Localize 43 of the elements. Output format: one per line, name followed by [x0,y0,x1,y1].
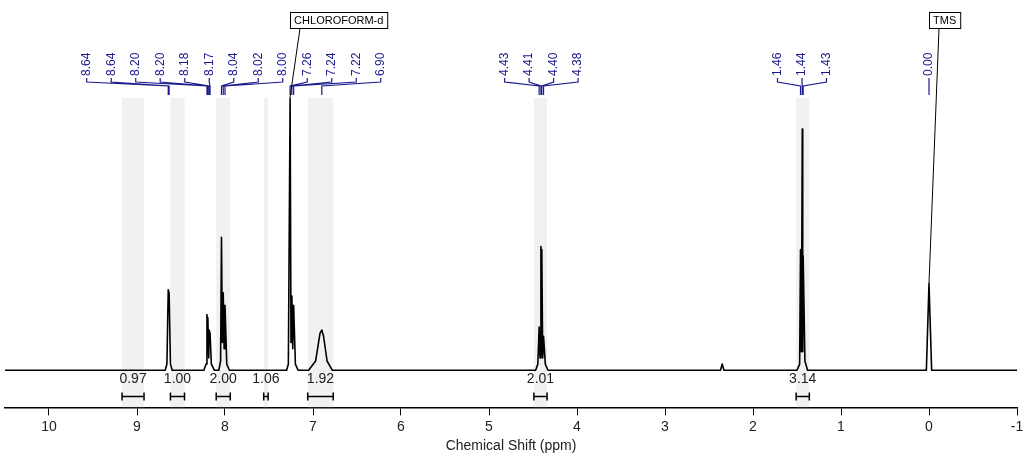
annotation: 4.40 [545,52,560,76]
band-label: 3.14 [789,370,817,387]
annotation: 6.90 [373,52,388,76]
annotation: 4.43 [496,52,511,76]
annotation: 1.44 [794,52,809,76]
x-tick-label: 2 [749,417,758,434]
annotation: 4.38 [570,52,585,76]
annotation: 8.17 [201,52,216,76]
annotation: 8.04 [226,52,241,76]
annotation: 8.02 [250,52,265,76]
annotation: 8.00 [275,52,290,76]
annotation: TMS [933,14,957,27]
band-label: 2.01 [526,370,555,387]
x-tick-label: 3 [661,417,670,434]
x-tick-label: 9 [133,417,142,434]
x-tick-label: 6 [397,417,406,434]
x-tick-label: 10 [41,417,57,434]
x-tick-label: 1 [837,417,846,434]
annotation: 1.43 [818,52,833,76]
x-tick-label: -1 [1010,417,1024,434]
annotation: 7.24 [324,52,339,76]
annotation: 0.00 [921,52,936,76]
x-tick-label: 0 [925,417,934,434]
x-tick-label: 7 [309,417,318,434]
annotation: CHLOROFORM-d [294,14,384,27]
annotation: 8.64 [103,52,118,76]
x-axis-title: Chemical Shift (ppm) [445,437,577,454]
annotation: 8.18 [177,52,192,76]
annotation: 8.20 [128,52,143,76]
annotation: 7.22 [348,52,363,76]
band-label: 1.00 [163,370,192,387]
x-tick-label: 5 [485,417,494,434]
band-label: 1.92 [306,370,335,387]
x-tick-label: 4 [573,417,582,434]
band-label: 1.06 [252,370,280,387]
annotation: 1.46 [769,52,784,76]
annotation: 7.26 [299,52,314,76]
band-label: 0.97 [119,370,147,387]
annotation: 4.41 [521,52,536,76]
annotation: 8.64 [79,52,94,76]
band-label: 2.00 [209,370,238,387]
x-tick-label: 8 [221,417,230,434]
annotation: 8.20 [152,52,167,76]
